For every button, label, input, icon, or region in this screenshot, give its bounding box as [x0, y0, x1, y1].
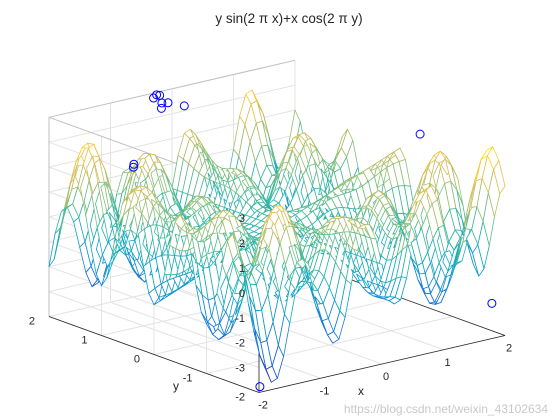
- x-tick-label: 0: [383, 371, 389, 383]
- x-axis-label: x: [358, 384, 364, 398]
- mesh-cell: [48, 227, 61, 268]
- grid-line: [48, 291, 260, 369]
- marker-point: [128, 162, 138, 172]
- marker-point: [152, 90, 162, 100]
- marker-point: [255, 382, 265, 392]
- z-tick-label: 1: [239, 263, 245, 275]
- watermark-text: https://blog.csdn.net/weixin_43102634: [343, 402, 548, 416]
- marker-point: [415, 129, 425, 139]
- chart-title: y sin(2 π x)+x cos(2 π y): [215, 11, 362, 26]
- z-tick-label: 0: [239, 288, 245, 300]
- marker-points: [128, 90, 497, 392]
- box-edge: [48, 59, 296, 118]
- y-tick-label: 2: [29, 316, 35, 328]
- y-tick-label: -1: [183, 373, 193, 385]
- y-tick-label: 1: [81, 335, 87, 347]
- x-tick-label: -1: [320, 385, 330, 397]
- marker-point: [149, 93, 159, 103]
- x-tick-label: 2: [506, 343, 512, 355]
- z-tick-label: -3: [235, 363, 245, 375]
- grid-line: [206, 316, 453, 374]
- surface-mesh: [48, 89, 506, 383]
- x-axis-line: [258, 335, 506, 393]
- y-axis-label: y: [173, 379, 179, 393]
- z-tick-label: -1: [235, 313, 245, 325]
- marker-point: [487, 298, 497, 308]
- marker-point: [179, 101, 189, 111]
- y-axis-line: [48, 316, 260, 393]
- z-tick-label: -2: [235, 338, 245, 350]
- z-tick-label: 3: [239, 213, 245, 225]
- x-tick-label: 1: [444, 357, 450, 369]
- marker-point: [156, 103, 166, 113]
- z-tick-label: 2: [239, 238, 245, 250]
- x-tick-label: -2: [258, 400, 268, 412]
- tick-labels: -3 -2 -1 0 1 2 3 -2 -1 0 1 2 -2 -1 0 1 2: [29, 213, 512, 411]
- y-tick-label: 0: [134, 354, 140, 366]
- mesh-cell: [493, 160, 506, 195]
- marker-point: [157, 98, 167, 108]
- marker-point: [129, 159, 139, 169]
- marker-point: [163, 98, 173, 108]
- y-tick-label: -2: [235, 392, 245, 404]
